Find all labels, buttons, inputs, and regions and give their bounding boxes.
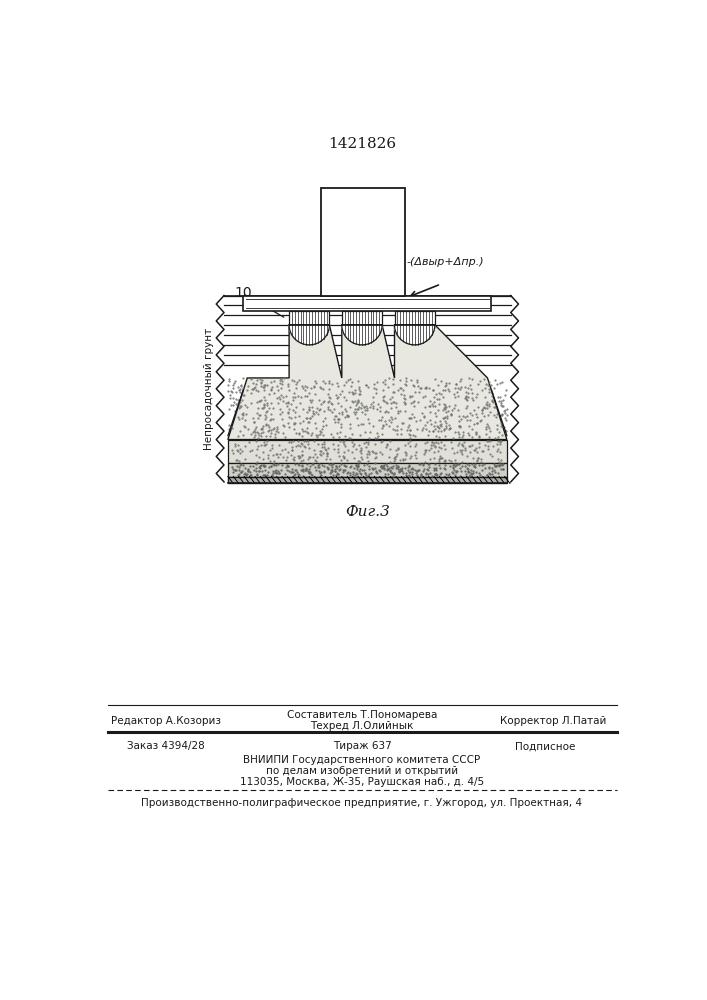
- Text: Техред Л.Олийнык: Техред Л.Олийнык: [310, 721, 414, 731]
- Text: 10: 10: [234, 286, 252, 300]
- Text: Редактор А.Козориз: Редактор А.Козориз: [111, 716, 221, 726]
- Bar: [228, 463, 507, 477]
- Text: Фиг.3: Фиг.3: [345, 505, 390, 519]
- Text: Заказ 4394/28: Заказ 4394/28: [127, 741, 205, 751]
- Polygon shape: [228, 325, 507, 440]
- Text: Производственно-полиграфическое предприятие, г. Ужгород, ул. Проектная, 4: Производственно-полиграфическое предприя…: [141, 798, 583, 808]
- Bar: [243, 296, 491, 311]
- Text: 9: 9: [437, 299, 446, 313]
- Text: Подписное: Подписное: [515, 741, 575, 751]
- Text: -(Δвыр+Δпр.): -(Δвыр+Δпр.): [406, 257, 484, 267]
- Text: ВНИИПИ Государственного комитета СССР: ВНИИПИ Государственного комитета СССР: [243, 755, 481, 765]
- Bar: [228, 440, 507, 463]
- Text: Тираж 637: Тираж 637: [332, 741, 392, 751]
- Text: 113035, Москва, Ж-35, Раушская наб., д. 4/5: 113035, Москва, Ж-35, Раушская наб., д. …: [240, 777, 484, 787]
- Polygon shape: [289, 325, 329, 345]
- Polygon shape: [341, 325, 382, 345]
- Bar: [341, 311, 382, 325]
- Bar: [321, 188, 404, 296]
- Bar: [228, 477, 507, 483]
- Bar: [395, 311, 435, 325]
- Text: Корректор Л.Патай: Корректор Л.Патай: [500, 716, 607, 726]
- Text: 1421826: 1421826: [328, 137, 396, 151]
- Text: Составитель Т.Пономарева: Составитель Т.Пономарева: [287, 710, 437, 720]
- Polygon shape: [395, 325, 435, 345]
- Text: Непросадочный грунт: Непросадочный грунт: [204, 328, 214, 450]
- Bar: [289, 311, 329, 325]
- Text: по делам изобретений и открытий: по делам изобретений и открытий: [266, 766, 458, 776]
